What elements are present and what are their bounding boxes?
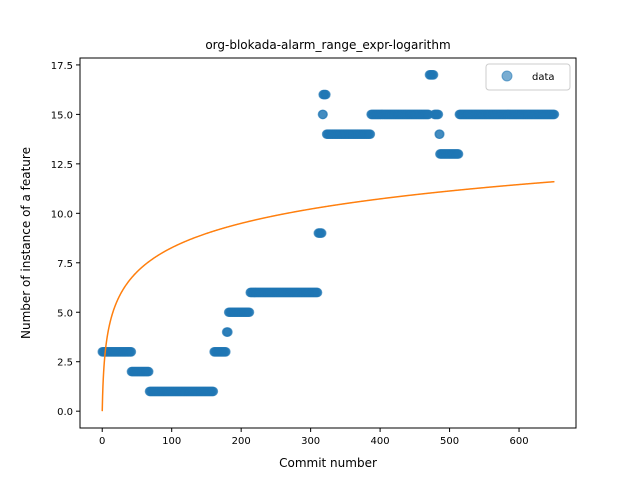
y-tick-label: 2.5 [57,358,73,369]
data-point [208,386,219,397]
y-tick-label: 17.5 [51,61,73,72]
legend: data [485,63,571,91]
fit-line-series [101,180,555,412]
legend-marker [501,70,513,82]
legend-label: data [532,72,555,83]
x-tick-label: 600 [509,436,528,447]
legend-box [485,63,571,91]
data-point [433,109,444,120]
data-point [549,109,560,120]
y-tick-label: 0.0 [57,407,73,418]
x-tick-label: 100 [162,436,181,447]
plot-frame [79,57,577,429]
y-tick-label: 10.0 [51,209,73,220]
y-tick-label: 7.5 [57,259,73,270]
data-point [244,307,255,318]
data-point [312,287,323,298]
chart-title: org-blokada-alarm_range_expr-logarithm [205,38,450,52]
x-tick-label: 500 [440,436,459,447]
x-axis-ticks: 0 100 200 300 400 500 600 [99,428,529,447]
data-point [223,327,233,337]
data-point [453,149,464,159]
data-point [435,129,445,139]
x-axis-label: Commit number [279,456,377,470]
x-tick-label: 400 [371,436,390,447]
scatter-series [97,70,560,397]
data-point [428,70,439,80]
x-tick-label: 0 [99,436,105,447]
y-tick-label: 12.5 [51,160,73,171]
x-tick-label: 200 [232,436,251,447]
x-tick-label: 300 [301,436,320,447]
y-axis-ticks: 0.0 2.5 5.0 7.5 10.0 12.5 15.0 17.5 [51,61,80,418]
y-tick-label: 15.0 [51,110,73,121]
data-point [365,129,376,139]
fit-line [101,180,555,412]
plot-area [80,58,576,428]
y-tick-label: 5.0 [57,308,73,319]
data-point [321,89,331,100]
y-axis-label: Number of instance of a feature [19,147,33,339]
data-point [126,347,137,357]
data-point [221,347,231,357]
data-point [318,109,328,120]
data-point [143,366,154,377]
data-point [316,228,327,238]
